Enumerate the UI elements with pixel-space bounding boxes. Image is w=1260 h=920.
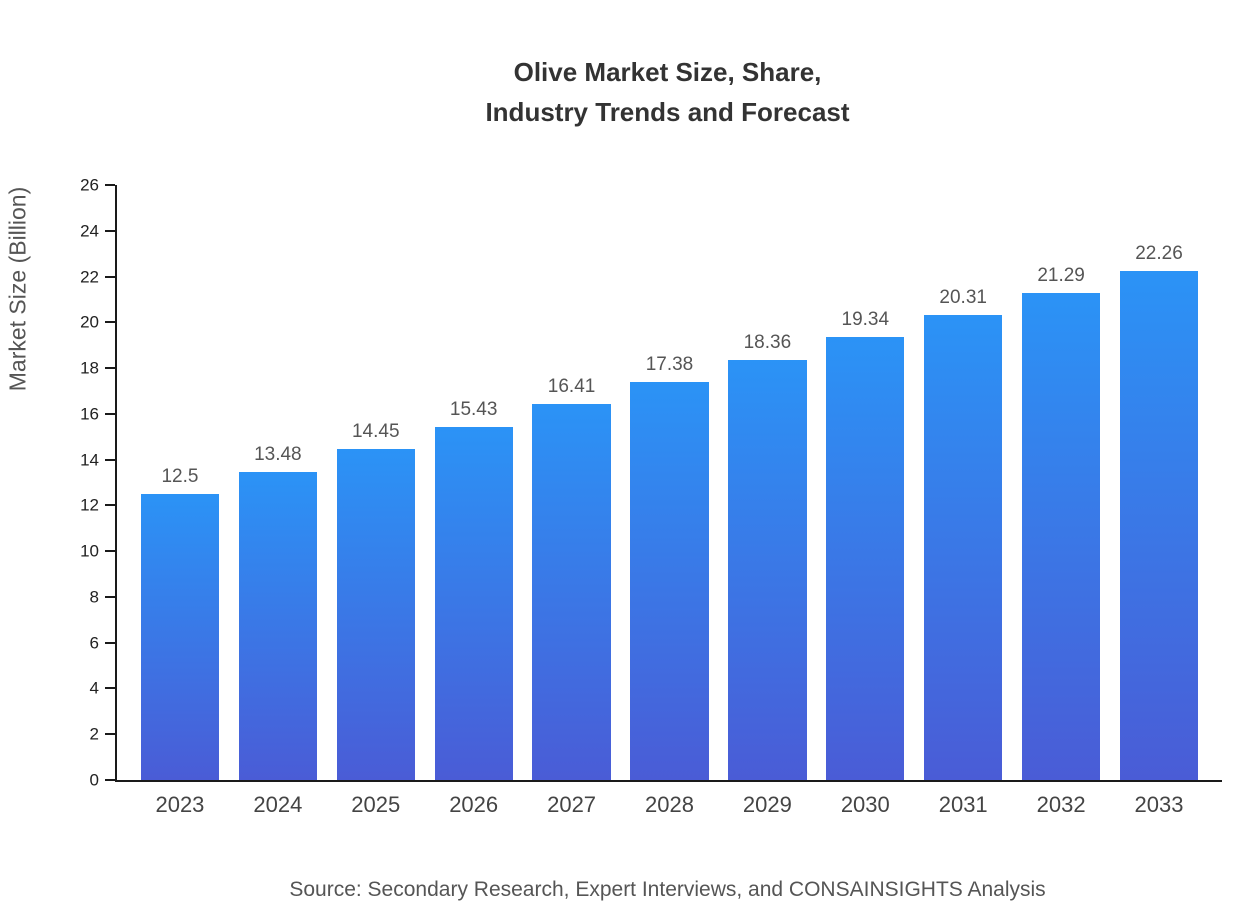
bar-value-label: 18.36 <box>743 331 792 353</box>
y-tick-mark <box>105 412 115 415</box>
y-tick-mark <box>105 504 115 507</box>
y-tick-label: 20 <box>80 312 99 332</box>
y-tick-mark <box>105 367 115 370</box>
y-tick-label: 4 <box>89 678 99 698</box>
y-tick-mark <box>105 321 115 324</box>
bar-2028 <box>630 382 709 780</box>
y-tick-mark <box>105 184 115 186</box>
y-tick-mark <box>105 687 115 690</box>
x-tick-label: 2029 <box>742 792 792 817</box>
y-tick-mark <box>105 733 115 736</box>
y-tick-mark <box>105 458 115 461</box>
bar-slot: 17.38 <box>621 185 719 780</box>
bar-value-label: 15.43 <box>449 398 498 420</box>
bar-value-label: 16.41 <box>547 376 596 398</box>
bar-slot: 12.5 <box>131 185 229 780</box>
bar-slot: 22.26 <box>1110 185 1208 780</box>
bars-row: 12.5 13.48 14.45 15.43 16.41 17.38 18.36 19.34 2… <box>117 185 1222 780</box>
bar-slot: 16.41 <box>523 185 621 780</box>
bar-value-label: 14.45 <box>351 421 400 443</box>
y-tick-label: 6 <box>89 633 99 653</box>
y-tick-mark <box>105 779 115 781</box>
y-tick-mark <box>105 550 115 553</box>
y-tick-label: 2 <box>89 724 99 744</box>
bar-slot: 19.34 <box>816 185 914 780</box>
y-tick-label: 18 <box>80 358 99 378</box>
bar-value-label: 20.31 <box>939 287 987 309</box>
x-tick-label: 2032 <box>1036 792 1086 817</box>
bar-slot: 14.45 <box>327 185 425 780</box>
bar-value-label: 13.48 <box>254 443 302 465</box>
bar-2033 <box>1119 270 1199 780</box>
y-axis-title: Market Size (Billion) <box>4 186 31 392</box>
y-tick-mark <box>105 229 115 232</box>
x-tick-label: 2024 <box>253 792 303 817</box>
bar-value-label: 17.38 <box>645 354 694 376</box>
plot-area: 12.5 13.48 14.45 15.43 16.41 17.38 18.36 19.34 2… <box>80 177 1222 817</box>
y-tick-label: 12 <box>80 495 99 515</box>
y-tick-label: 26 <box>80 175 99 195</box>
y-tick-label: 8 <box>89 587 99 607</box>
bar-value-label: 21.29 <box>1037 264 1085 286</box>
bar-value-label: 19.34 <box>841 309 890 331</box>
bar-slot: 20.31 <box>914 185 1012 780</box>
y-tick-mark <box>105 641 115 644</box>
bar-value-label: 22.26 <box>1135 242 1183 264</box>
y-tick-mark <box>105 275 115 278</box>
bar-2025 <box>336 449 415 780</box>
x-tick-label: 2023 <box>155 792 205 817</box>
source-text: Source: Secondary Research, Expert Inter… <box>289 878 1046 901</box>
bar-2029 <box>728 359 807 780</box>
bar-2027 <box>532 404 611 780</box>
bar-2031 <box>924 315 1003 780</box>
y-tick-label: 14 <box>80 450 99 470</box>
x-tick-label: 2028 <box>645 792 694 817</box>
y-tick-label: 0 <box>89 770 99 790</box>
bar-slot: 13.48 <box>229 185 327 780</box>
x-tick-label: 2027 <box>547 792 597 817</box>
bar-slot: 21.29 <box>1012 185 1110 780</box>
bar-slot: 15.43 <box>425 185 523 780</box>
bar-2030 <box>826 337 905 780</box>
x-tick-label: 2030 <box>840 792 890 817</box>
chart-title: Olive Market Size, Share, Industry Trend… <box>115 52 1220 132</box>
x-tick-label: 2026 <box>449 792 499 817</box>
x-tick-label: 2031 <box>938 792 988 817</box>
bar-2026 <box>434 426 513 780</box>
y-tick-label: 16 <box>80 404 99 424</box>
y-tick-label: 24 <box>80 221 99 241</box>
chart-title-line1: Olive Market Size, Share, <box>513 57 822 87</box>
chart-title-line2: Industry Trends and Forecast <box>485 97 850 127</box>
x-tick-label: 2025 <box>351 792 401 817</box>
x-axis-labels: 2023 2024 2025 2026 2027 2028 2029 2030 2031 2032… <box>117 792 1222 818</box>
bar-slot: 18.36 <box>718 185 816 780</box>
y-tick-label: 22 <box>80 267 99 287</box>
bar-2023 <box>140 493 220 780</box>
bar-value-label: 12.5 <box>161 465 199 487</box>
y-tick-mark <box>105 595 115 598</box>
bar-2032 <box>1021 292 1101 780</box>
x-tick-label: 2033 <box>1134 792 1184 817</box>
y-tick-label: 10 <box>80 541 99 561</box>
bar-2024 <box>238 471 318 780</box>
